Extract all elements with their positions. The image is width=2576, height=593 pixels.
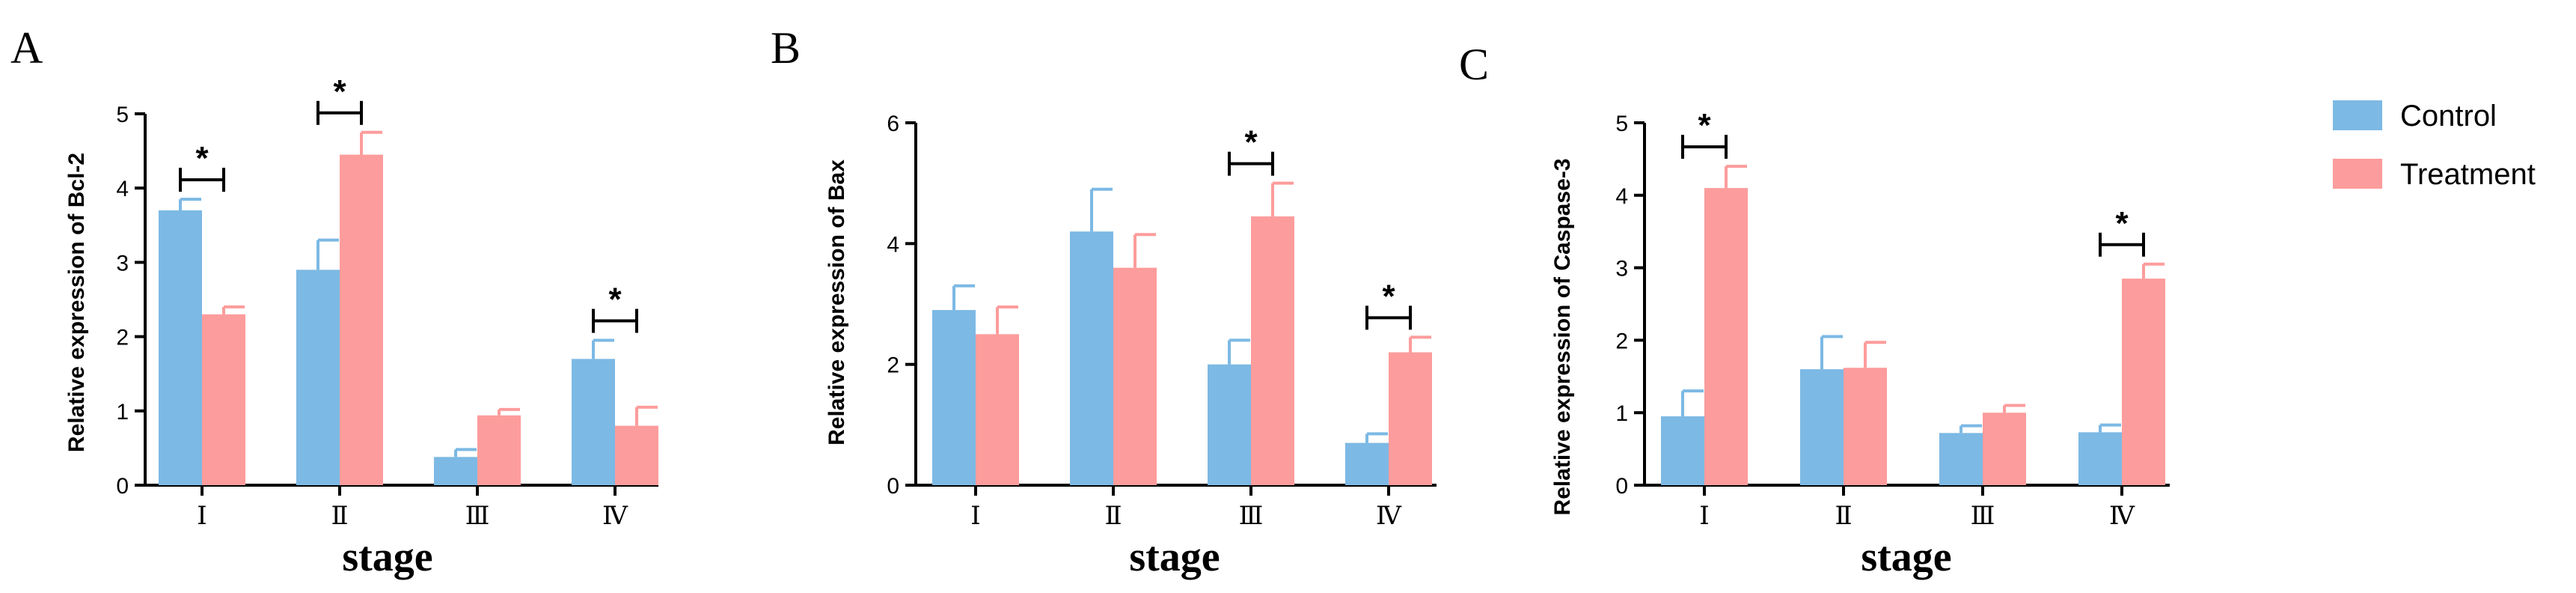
y-tick-label: 0 bbox=[116, 474, 129, 499]
bar-treatment bbox=[1389, 352, 1432, 485]
legend: Control Treatment bbox=[2333, 100, 2536, 191]
y-tick-label: 2 bbox=[116, 326, 129, 350]
significance-star: * bbox=[333, 73, 346, 110]
bar-treatment bbox=[1844, 368, 1887, 485]
x-tick-label: Ⅳ bbox=[2109, 502, 2135, 530]
bar-treatment bbox=[340, 154, 383, 485]
panel-b: B Relative expression of Bax stage 0 2 4 6 Ⅰ… bbox=[771, 23, 1437, 580]
panel-c: C Relative expression of Caspase-3 stage… bbox=[1459, 40, 2170, 580]
significance-star: * bbox=[1244, 124, 1258, 161]
y-tick-label: 1 bbox=[116, 400, 129, 425]
x-tick-label: Ⅰ bbox=[197, 502, 206, 530]
x-tick-label: Ⅳ bbox=[1376, 502, 1402, 530]
y-tick-label: 1 bbox=[1615, 401, 1628, 426]
bar-plot-area: 0 1 2 3 4 5 Ⅰ Ⅱ Ⅲ Ⅳ * * bbox=[1615, 107, 2170, 530]
bar-control bbox=[1208, 364, 1251, 485]
y-tick-label: 2 bbox=[1615, 329, 1628, 353]
x-tick-label: Ⅲ bbox=[465, 502, 490, 530]
y-tick-label: 3 bbox=[116, 251, 129, 276]
bar-control bbox=[572, 359, 615, 485]
x-tick-label: Ⅰ bbox=[1699, 502, 1709, 530]
x-tick-label: Ⅱ bbox=[1104, 502, 1122, 530]
legend-swatch-treatment bbox=[2333, 159, 2382, 189]
legend-label-control: Control bbox=[2400, 100, 2497, 133]
y-tick-label: 3 bbox=[1615, 257, 1628, 282]
bar-treatment bbox=[1983, 413, 2026, 485]
bar-treatment bbox=[1704, 188, 1748, 485]
y-axis-label: Relative expression of Caspase-3 bbox=[1550, 159, 1575, 516]
bar-treatment bbox=[2122, 279, 2165, 485]
y-tick-label: 4 bbox=[887, 232, 899, 257]
bar-control bbox=[1939, 433, 1983, 485]
y-tick-label: 6 bbox=[887, 112, 899, 136]
bar-treatment bbox=[1113, 267, 1157, 485]
x-axis-label: stage bbox=[1861, 534, 1951, 580]
bar-plot-area: 0 1 2 3 4 5 Ⅰ Ⅱ Ⅲ Ⅳ * * * bbox=[116, 73, 658, 530]
x-axis-label: stage bbox=[1129, 534, 1220, 580]
bar-control bbox=[1345, 443, 1389, 485]
significance-star: * bbox=[1698, 107, 1711, 144]
panel-letter: C bbox=[1459, 40, 1489, 89]
bar-treatment bbox=[976, 334, 1019, 485]
x-tick-label: Ⅲ bbox=[1971, 502, 1995, 530]
x-tick-label: Ⅲ bbox=[1239, 502, 1264, 530]
bar-treatment bbox=[202, 314, 245, 485]
x-tick-label: Ⅳ bbox=[602, 502, 628, 530]
significance-star: * bbox=[1382, 278, 1395, 314]
y-tick-label: 5 bbox=[116, 103, 129, 127]
y-tick-label: 5 bbox=[1615, 112, 1628, 136]
y-axis-label: Relative expression of Bcl-2 bbox=[64, 153, 89, 452]
panel-letter: B bbox=[771, 23, 801, 73]
panel-a: A Relative expression of Bcl-2 stage 0 1 2… bbox=[10, 23, 658, 580]
bar-control bbox=[2078, 432, 2122, 485]
legend-swatch-control bbox=[2333, 100, 2382, 130]
significance-star: * bbox=[195, 140, 209, 177]
y-tick-label: 4 bbox=[1615, 184, 1628, 209]
y-tick-label: 0 bbox=[887, 474, 899, 499]
bar-control bbox=[159, 210, 202, 485]
bar-control bbox=[1070, 231, 1113, 485]
bar-control bbox=[1800, 369, 1844, 485]
bar-treatment bbox=[615, 425, 658, 485]
x-tick-label: Ⅰ bbox=[970, 502, 980, 530]
y-tick-label: 2 bbox=[887, 353, 899, 378]
x-tick-label: Ⅱ bbox=[1835, 502, 1852, 530]
bar-plot-area: 0 2 4 6 Ⅰ Ⅱ Ⅲ Ⅳ * * bbox=[887, 112, 1437, 530]
x-tick-label: Ⅱ bbox=[331, 502, 348, 530]
y-tick-label: 4 bbox=[116, 177, 129, 201]
bar-treatment bbox=[477, 415, 521, 485]
significance-star: * bbox=[608, 282, 622, 318]
y-axis-label: Relative expression of Bax bbox=[824, 159, 849, 445]
bar-treatment bbox=[1251, 216, 1294, 485]
bar-control bbox=[296, 270, 340, 485]
panel-letter: A bbox=[10, 23, 43, 73]
bar-control bbox=[932, 310, 976, 485]
x-axis-label: stage bbox=[342, 534, 432, 580]
legend-label-treatment: Treatment bbox=[2400, 158, 2536, 191]
y-tick-label: 0 bbox=[1615, 474, 1628, 499]
bar-control bbox=[434, 457, 477, 485]
significance-star: * bbox=[2115, 205, 2129, 242]
bar-control bbox=[1661, 416, 1704, 485]
